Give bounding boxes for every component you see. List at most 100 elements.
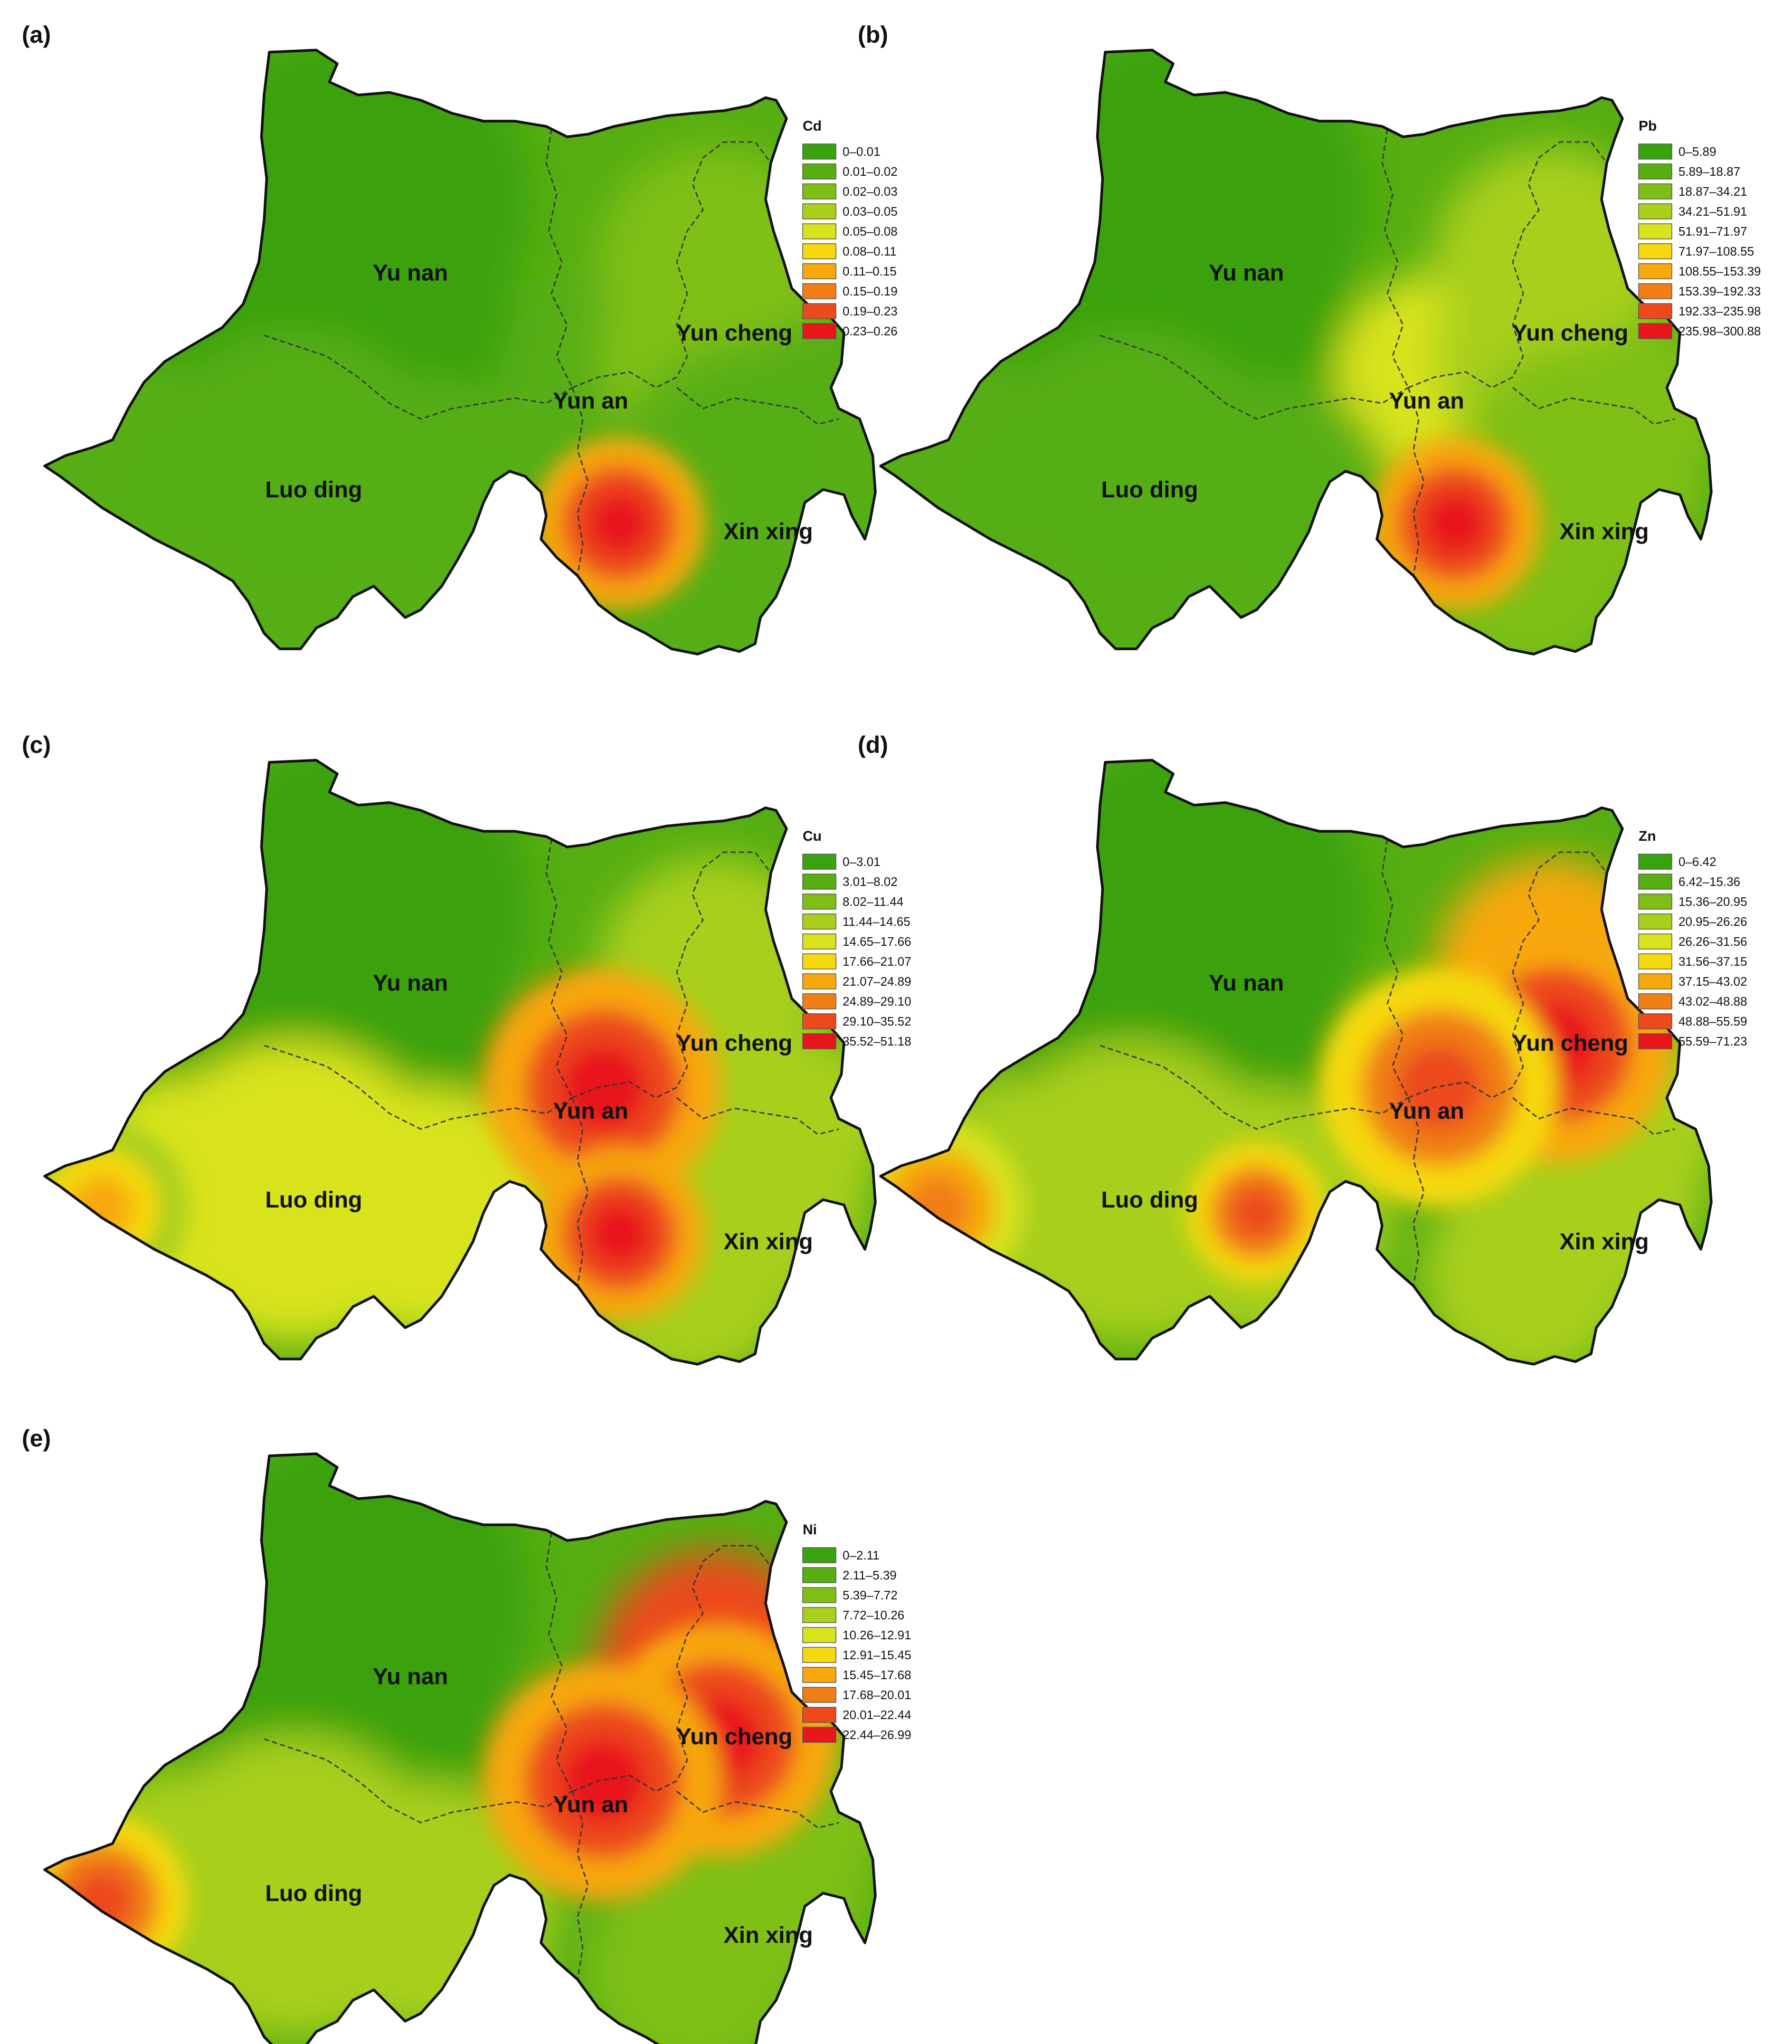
legend-swatch bbox=[802, 1707, 836, 1723]
hotspot-core bbox=[1396, 1044, 1483, 1131]
legend-swatch bbox=[802, 223, 836, 239]
county-boundary bbox=[1100, 1045, 1409, 1130]
legend-swatch bbox=[802, 203, 836, 219]
legend-swatch bbox=[802, 303, 836, 319]
county-boundary bbox=[1381, 839, 1409, 1098]
legend-swatch bbox=[1638, 223, 1672, 239]
study-area-outline bbox=[879, 759, 1713, 1366]
region-surface bbox=[724, 325, 876, 493]
region-label: Xin xing bbox=[723, 1229, 813, 1255]
legend: Cu 0–3.01 3.01–8.02 8.02–11.44 11.44–14.65 14… bbox=[802, 828, 911, 1049]
legend-range: 153.39–192.33 bbox=[1678, 284, 1761, 298]
region-label: Yun cheng bbox=[676, 1724, 793, 1749]
legend-swatch bbox=[802, 953, 836, 970]
legend-range: 20.01–22.44 bbox=[843, 1708, 911, 1722]
county-boundary bbox=[264, 1738, 573, 1824]
county-boundary bbox=[264, 1045, 573, 1130]
legend-swatch bbox=[802, 913, 836, 930]
region-label: Xin xing bbox=[1559, 519, 1649, 544]
region-label: Luo ding bbox=[265, 477, 362, 503]
legend-swatch bbox=[1638, 993, 1672, 1009]
map-area: Yu nan Yun an Yun cheng Luo ding Xin xing bbox=[43, 48, 877, 656]
region-label: Yun cheng bbox=[676, 1030, 793, 1056]
legend-title: Zn bbox=[1639, 828, 1656, 844]
map-area: Yu nan Yun an Yun cheng Luo ding Xin xing bbox=[43, 759, 877, 1366]
legend-range: 235.98–300.88 bbox=[1678, 324, 1761, 338]
region-label: Luo ding bbox=[1101, 477, 1198, 503]
legend-swatch bbox=[1638, 263, 1672, 279]
map-panel-zn: (d) Yu nan Yun an Yun cheng Luo ding Xin xing… bbox=[858, 732, 1747, 1366]
study-area-outline bbox=[43, 1452, 877, 2044]
legend-swatch bbox=[1638, 854, 1672, 870]
county-boundary bbox=[1100, 334, 1409, 420]
legend-swatch bbox=[1638, 933, 1672, 950]
panel-label: (c) bbox=[22, 732, 51, 758]
legend-range: 10.26–12.91 bbox=[843, 1628, 911, 1642]
county-boundary bbox=[572, 1545, 772, 1792]
legend-range: 22.44–26.99 bbox=[843, 1728, 911, 1742]
legend-range: 31.56–37.15 bbox=[1678, 954, 1747, 969]
region-label: Yun an bbox=[553, 1098, 628, 1124]
legend-range: 12.91–15.45 bbox=[843, 1648, 911, 1662]
legend-title: Pb bbox=[1639, 118, 1657, 134]
legend-range: 37.15–43.02 bbox=[1678, 974, 1747, 989]
legend-range: 0–3.01 bbox=[843, 855, 881, 869]
legend-swatch bbox=[802, 1547, 836, 1563]
legend-range: 8.02–11.44 bbox=[843, 894, 903, 909]
legend-swatch bbox=[1638, 1013, 1672, 1029]
county-boundary bbox=[676, 1097, 839, 1135]
concentration-surface bbox=[45, 760, 876, 1365]
legend-title: Ni bbox=[803, 1522, 817, 1538]
region-label: Yun an bbox=[553, 1792, 628, 1817]
region-label: Yun cheng bbox=[1512, 320, 1629, 346]
legend-swatch bbox=[1638, 973, 1672, 989]
map-area: Yu nan Yun an Yun cheng Luo ding Xin xing bbox=[879, 759, 1713, 1366]
legend-range: 14.65–17.66 bbox=[843, 934, 911, 949]
legend-title: Cu bbox=[803, 828, 822, 844]
legend-range: 3.01–8.02 bbox=[843, 875, 898, 889]
region-label: Yu nan bbox=[373, 260, 448, 286]
map-area: Yu nan Yun an Yun cheng Luo ding Xin xing bbox=[879, 48, 1713, 656]
legend-range: 0.11–0.15 bbox=[843, 264, 897, 278]
legend-range: 17.66–21.07 bbox=[843, 954, 911, 969]
legend-range: 29.10–35.52 bbox=[843, 1014, 911, 1028]
legend: Zn 0–6.42 6.42–15.36 15.36–20.95 20.95–26.26… bbox=[1638, 828, 1747, 1049]
legend: Pb 0–5.89 5.89–18.87 18.87–34.21 34.21–51.91… bbox=[1638, 118, 1761, 339]
legend-swatch bbox=[1638, 913, 1672, 930]
county-boundary bbox=[1407, 1097, 1425, 1286]
concentration-surface bbox=[45, 50, 876, 655]
legend-swatch bbox=[802, 894, 836, 910]
county-boundary bbox=[1381, 129, 1409, 388]
legend: Cd 0–0.01 0.01–0.02 0.02–0.03 0.03–0.05 0.05–… bbox=[802, 118, 898, 339]
legend-title: Cd bbox=[803, 118, 822, 134]
study-area-outline bbox=[43, 759, 877, 1366]
legend-range: 0–0.01 bbox=[843, 144, 881, 159]
legend-range: 0.03–0.05 bbox=[843, 204, 898, 219]
county-boundary bbox=[264, 334, 573, 420]
legend-swatch bbox=[802, 874, 836, 890]
legend-swatch bbox=[1638, 323, 1672, 339]
county-boundary bbox=[571, 1097, 589, 1286]
legend-range: 5.39–7.72 bbox=[843, 1588, 898, 1602]
legend-range: 34.21–51.91 bbox=[1678, 204, 1747, 219]
region-label: Xin xing bbox=[723, 519, 813, 544]
legend-swatch bbox=[802, 973, 836, 989]
hotspot-core bbox=[588, 1202, 651, 1265]
legend-swatch bbox=[802, 183, 836, 200]
legend-range: 0–2.11 bbox=[843, 1548, 880, 1562]
region-surface bbox=[588, 1864, 797, 2044]
hotspot-core bbox=[1231, 1187, 1283, 1239]
legend-swatch bbox=[802, 1647, 836, 1663]
region-label: Yun an bbox=[1389, 388, 1464, 414]
legend-range: 192.33–235.98 bbox=[1678, 304, 1761, 318]
legend-range: 0–5.89 bbox=[1678, 144, 1716, 159]
map-area: Yu nan Yun an Yun cheng Luo ding Xin xing bbox=[43, 1452, 877, 2044]
legend-range: 17.68–20.01 bbox=[843, 1688, 911, 1702]
legend-swatch bbox=[802, 854, 836, 870]
legend-swatch bbox=[802, 1607, 836, 1623]
map-panel-pb: (b) Yu nan Yun an Yun cheng Luo ding Xin xing… bbox=[858, 21, 1761, 656]
study-area-outline bbox=[879, 48, 1713, 656]
legend-swatch bbox=[802, 1627, 836, 1643]
legend-swatch bbox=[802, 993, 836, 1009]
